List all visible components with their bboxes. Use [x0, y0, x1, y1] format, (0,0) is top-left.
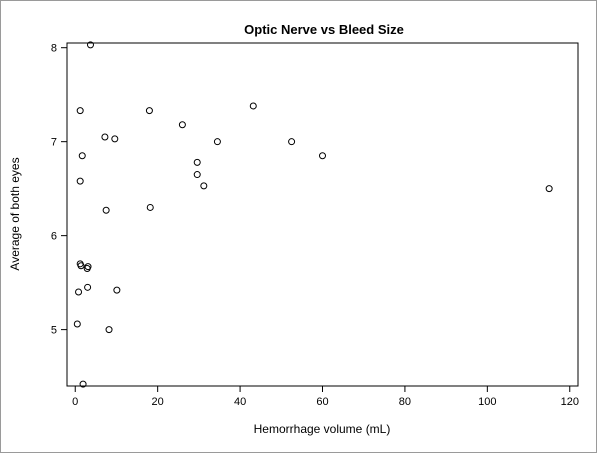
data-point [193, 171, 201, 179]
data-point [75, 288, 83, 296]
data-point [200, 182, 208, 190]
data-point [77, 262, 85, 270]
data-point [86, 41, 94, 49]
data-point [101, 133, 109, 141]
data-point [178, 121, 186, 129]
y-tick-label: 5 [51, 325, 57, 337]
data-point [78, 152, 86, 160]
y-tick-label: 7 [51, 137, 57, 149]
x-tick-label: 60 [316, 396, 328, 408]
x-tick-label: 0 [72, 396, 78, 408]
data-point [319, 152, 326, 160]
data-point [213, 138, 221, 146]
data-points [73, 41, 553, 388]
data-point [79, 380, 87, 388]
data-point [76, 177, 84, 185]
data-point [288, 138, 296, 146]
data-point [76, 107, 84, 115]
x-tick-label: 120 [561, 396, 579, 408]
x-axis-label: Hemorrhage volume (mL) [254, 422, 391, 436]
data-point [84, 263, 92, 271]
y-axis-label: Average of both eyes [8, 157, 22, 270]
y-tick-label: 8 [51, 43, 57, 55]
data-point [73, 320, 81, 328]
x-tick-label: 100 [478, 396, 496, 408]
x-axis: 0 20 40 60 80 100 120 [72, 386, 579, 408]
data-point [105, 326, 113, 334]
data-point [249, 102, 257, 110]
chart-title: Optic Nerve vs Bleed Size [244, 22, 404, 37]
data-point [84, 283, 92, 291]
x-tick-label: 20 [152, 396, 164, 408]
data-point [193, 158, 201, 166]
x-tick-label: 80 [399, 396, 411, 408]
data-point [146, 203, 154, 211]
data-point [102, 206, 110, 214]
plot-area [66, 42, 579, 387]
data-point [113, 286, 121, 294]
y-tick-label: 6 [51, 231, 57, 243]
x-tick-label: 40 [234, 396, 246, 408]
data-point [111, 135, 119, 143]
data-point [145, 107, 153, 115]
y-axis: 5 6 7 8 [51, 43, 67, 337]
data-point [545, 185, 553, 193]
